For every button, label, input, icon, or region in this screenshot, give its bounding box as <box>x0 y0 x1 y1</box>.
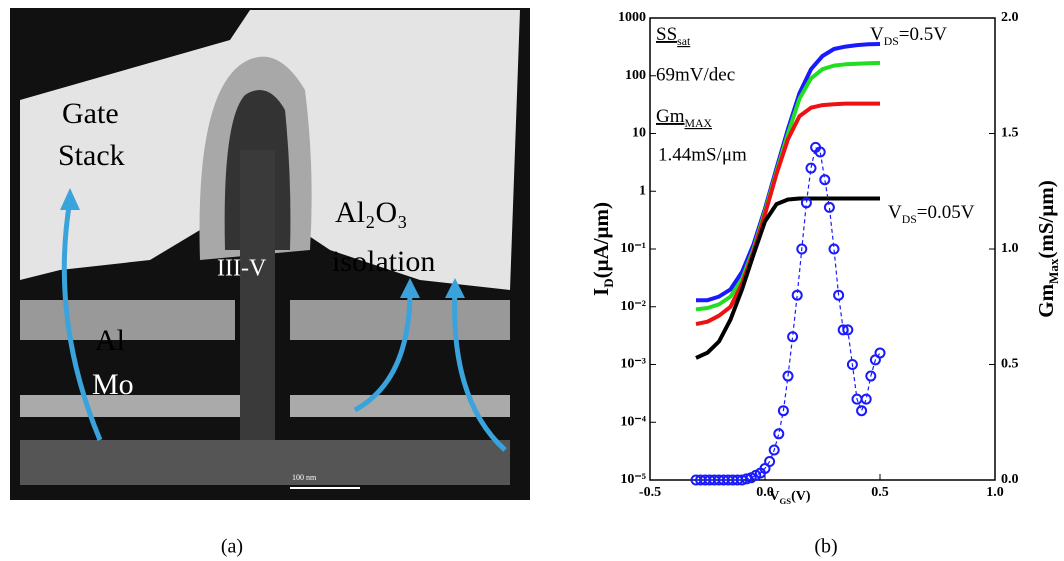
y2-tick-label: 2.0 <box>1001 10 1019 25</box>
y-axis-label-rest: (μA/μm) <box>589 202 613 278</box>
gm-point <box>791 289 803 301</box>
arrows <box>61 199 507 452</box>
gm-point <box>837 324 849 336</box>
arrow-heads <box>60 188 465 298</box>
layer-mo <box>20 395 240 417</box>
annotation: SSsat <box>656 24 691 48</box>
gm-point <box>787 331 799 343</box>
annotation-main: V <box>888 202 902 223</box>
y-tick-label: 10⁻⁴ <box>620 414 646 429</box>
y2-tick-label: 1.5 <box>1001 126 1019 141</box>
x-tick-label: 1.0 <box>986 485 1004 500</box>
annotation-rest: =0.05V <box>917 202 975 223</box>
label-oxide: Al₂O₃ <box>335 196 408 229</box>
annotation-main: V <box>870 24 884 45</box>
annotation-sub: MAX <box>685 117 713 130</box>
annotation-sub: DS <box>884 35 899 48</box>
label-stack: Stack <box>58 139 125 172</box>
plot-frame <box>649 17 996 481</box>
gm-point <box>823 201 835 213</box>
x-axis-label-main: V <box>769 489 779 504</box>
vacuum-region <box>20 10 520 290</box>
gm-point <box>768 444 780 456</box>
y-tick-label: 10⁻² <box>620 299 646 314</box>
annotation: VDS=0.5V <box>870 24 947 48</box>
panel-label: (b) <box>814 536 837 558</box>
layer-al-right <box>290 300 510 340</box>
y2-axis-label: GmMax(mS/μm) <box>1034 180 1062 318</box>
label-isolation: isolation <box>332 245 435 278</box>
fin <box>240 150 275 480</box>
y-tick-label: 10⁻³ <box>620 357 646 372</box>
annotation-sub: sat <box>677 35 691 48</box>
gm-point <box>796 243 808 255</box>
gm-line <box>696 146 881 481</box>
gm-point <box>828 243 840 255</box>
substrate <box>20 440 510 485</box>
y-axis-label-main: I <box>589 288 613 296</box>
x-axis-label-sub: GS <box>780 496 792 506</box>
gm-point <box>814 146 826 158</box>
y-axis-label: ID(μA/μm) <box>589 202 617 296</box>
layer-al <box>20 300 235 340</box>
annotation: GmMAX <box>656 106 712 130</box>
gm-point <box>777 405 789 417</box>
gm-point <box>842 324 854 336</box>
y-tick-label: 10⁻⁵ <box>620 472 646 487</box>
gm-point <box>865 370 877 382</box>
id-curve <box>695 101 880 327</box>
gm-point <box>773 428 785 440</box>
annotation: 69mV/dec <box>656 64 735 85</box>
y2-tick-label: 1.0 <box>1001 241 1019 256</box>
gm-point <box>741 473 753 485</box>
annotation-rest: =0.5V <box>899 24 947 45</box>
y2-tick-label: 0.0 <box>1001 472 1019 487</box>
gm-point <box>856 405 868 417</box>
y-axis-label-sub: D <box>601 278 616 287</box>
gm-point <box>846 359 858 370</box>
y2-tick-label: 0.5 <box>1001 357 1019 372</box>
id-curve <box>695 60 881 312</box>
gm-point <box>819 174 831 186</box>
x-tick-label: 0.0 <box>756 485 774 500</box>
y2-axis-label-sub: Max <box>1046 258 1061 284</box>
gm-point <box>833 289 845 301</box>
y-tick-label: 100 <box>625 68 646 83</box>
annotation-main: SS <box>656 24 677 45</box>
label-mo: Mo <box>92 368 134 401</box>
y-tick-label: 10 <box>632 126 646 141</box>
annotation-sub: DS <box>902 213 917 226</box>
gm-point <box>874 347 886 359</box>
label-gate: Gate <box>62 97 119 130</box>
y2-axis-label-rest: (mS/μm) <box>1034 180 1058 258</box>
layer-mo-right <box>290 395 510 417</box>
gm-point <box>782 370 794 382</box>
annotation-main: Gm <box>656 106 685 127</box>
x-tick-label: -0.5 <box>639 485 661 500</box>
x-axis-label-rest: (V) <box>791 489 811 504</box>
annotation: VDS=0.05V <box>888 202 975 226</box>
label-al: Al <box>95 324 125 357</box>
x-tick-label: 0.5 <box>871 485 889 500</box>
tem-image: Gate Stack Al₂O₃ isolation III-V Al Mo 1… <box>10 8 530 500</box>
annotation: 1.44mS/μm <box>658 144 747 165</box>
gm-point <box>860 393 872 405</box>
gm-point <box>764 456 776 468</box>
panel-label: (a) <box>221 536 243 558</box>
y-tick-label: 1000 <box>618 10 646 25</box>
y-tick-label: 10⁻¹ <box>620 241 646 256</box>
scale-bar-label: 100 nm <box>292 473 317 482</box>
gm-point <box>800 197 812 209</box>
id-curve <box>695 196 880 360</box>
y2-axis-label-main: Gm <box>1034 283 1058 317</box>
gm-point <box>805 162 817 174</box>
x-axis-label: VGS(V) <box>769 489 810 506</box>
label-channel: III-V <box>217 256 267 282</box>
y-tick-label: 1 <box>639 183 646 198</box>
